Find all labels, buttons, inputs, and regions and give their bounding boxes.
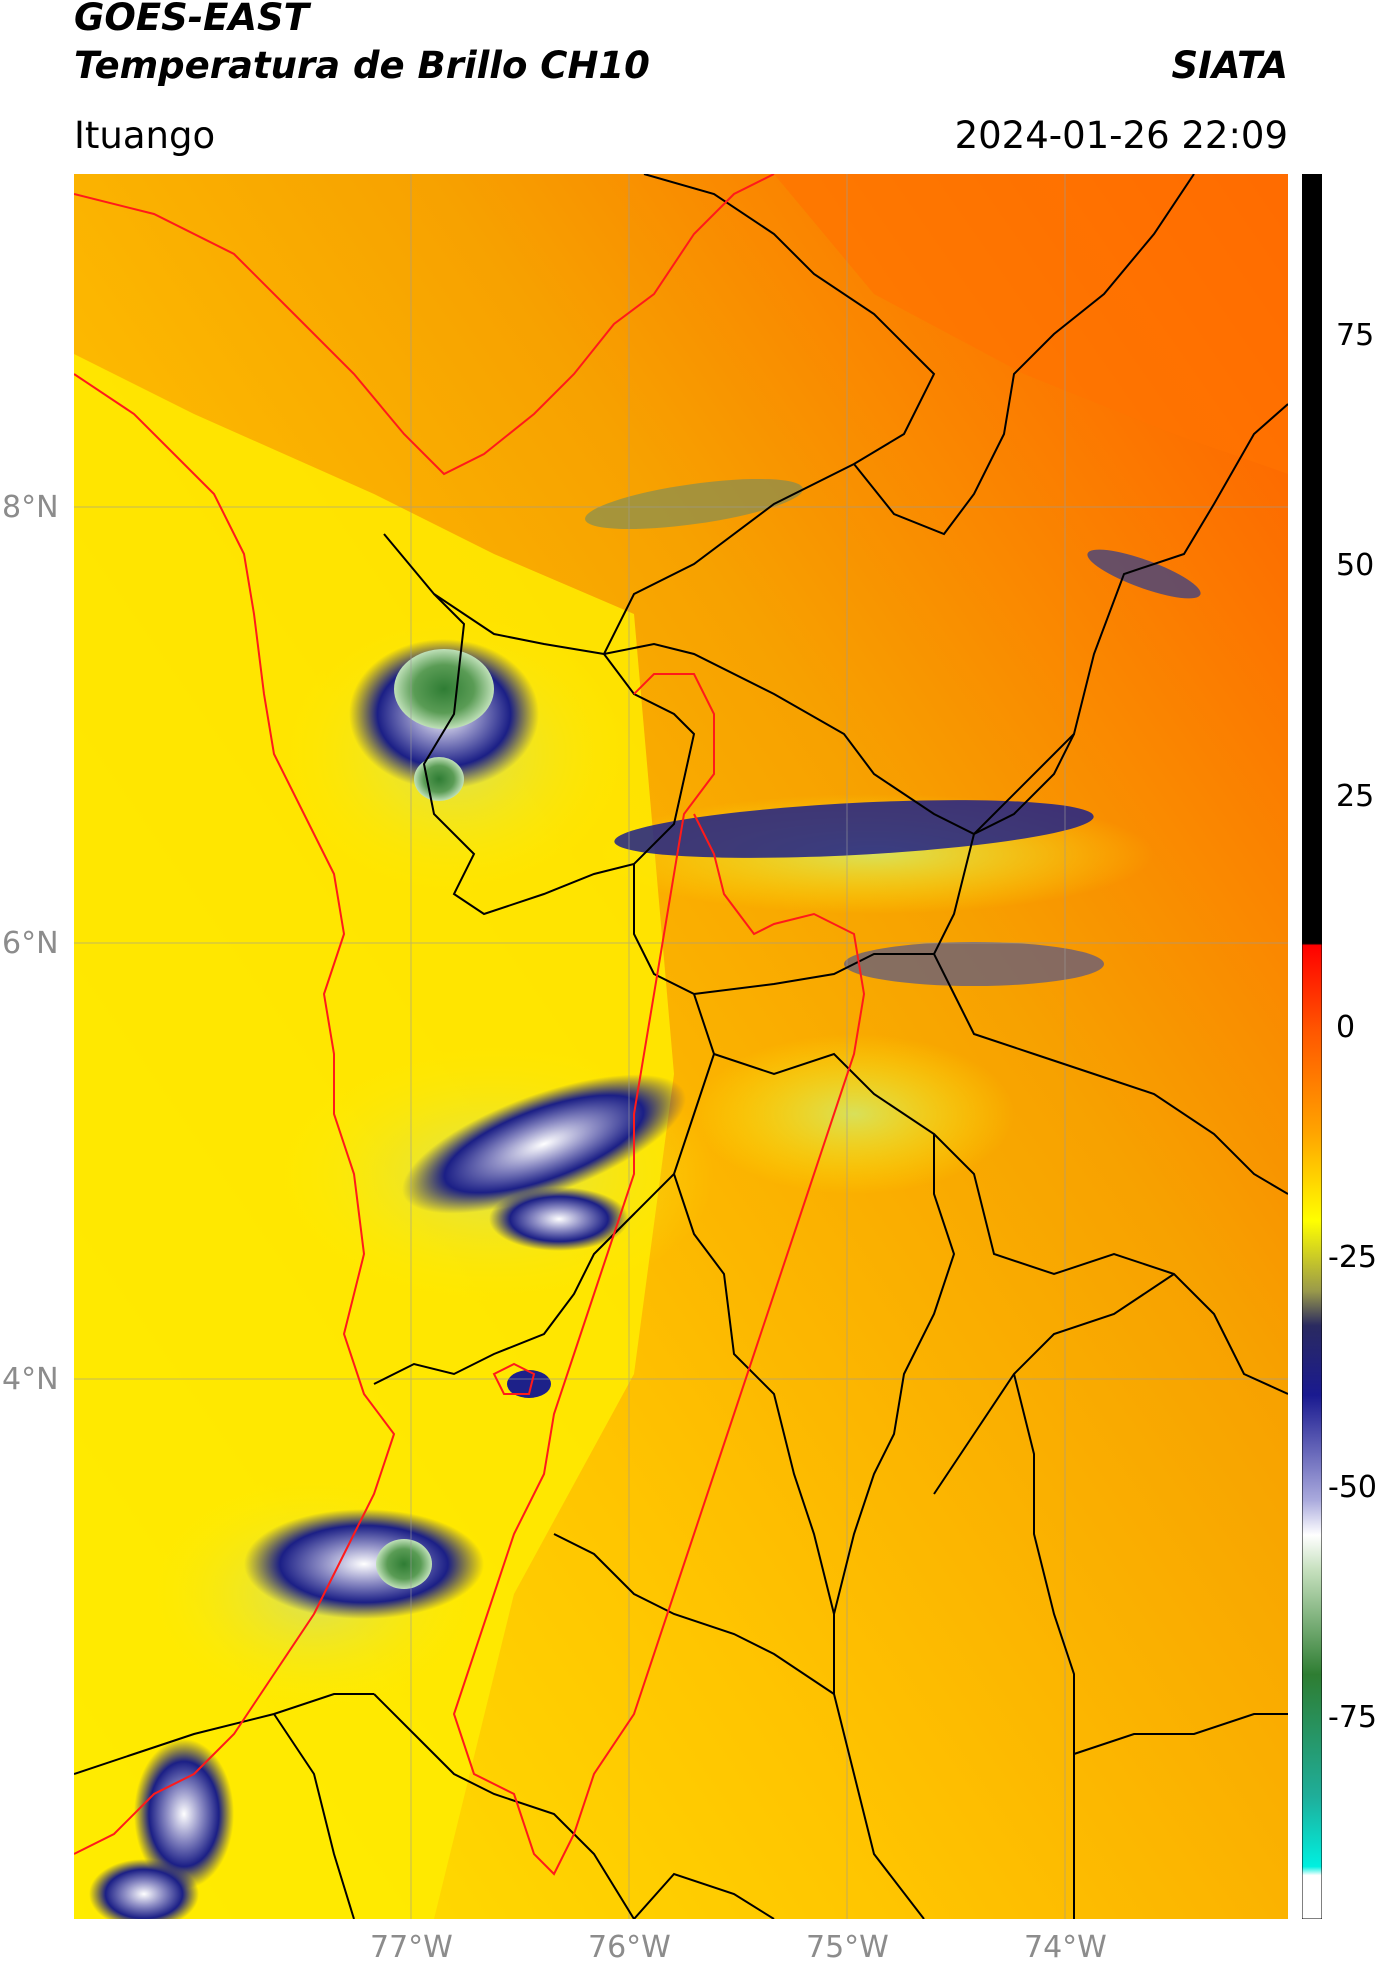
department-borders: [74, 174, 1288, 1919]
cloud-cell: [507, 1370, 551, 1398]
cloud-core: [414, 757, 464, 801]
colorbar: [1302, 174, 1322, 1919]
cloud-cell: [134, 1739, 234, 1889]
colorbar-tick: -75: [1328, 1700, 1377, 1735]
brightness-temperature-map: [74, 174, 1288, 1919]
cloud-cell: [89, 1859, 199, 1919]
lon-label-76W: 76°W: [588, 1930, 671, 1965]
graticule: [74, 174, 1288, 1919]
lat-label-4N: 4°N: [2, 1362, 59, 1397]
colorbar-tick: 50: [1336, 548, 1375, 583]
lon-label-75W: 75°W: [806, 1930, 889, 1965]
colorbar-tick: 0: [1336, 1010, 1356, 1045]
colorbar-tick: -25: [1328, 1240, 1377, 1275]
cloud-cell: [489, 1187, 629, 1251]
lon-label-74W: 74°W: [1024, 1930, 1107, 1965]
region-label: Ituango: [74, 114, 216, 157]
cloud-core: [394, 649, 494, 729]
lat-label-8N: 8°N: [2, 490, 59, 525]
colorbar-tick: 75: [1336, 318, 1375, 353]
lat-label-6N: 6°N: [2, 926, 59, 961]
cloud-haze: [694, 1034, 1014, 1194]
timestamp: 2024-01-26 22:09: [954, 114, 1288, 157]
cloud-band: [585, 478, 803, 530]
cloud-core: [376, 1539, 432, 1589]
warm-zone-northeast: [774, 174, 1288, 474]
satellite-title: GOES-EAST: [74, 0, 309, 39]
colorbar-tick: -50: [1328, 1470, 1377, 1505]
lon-label-77W: 77°W: [370, 1930, 453, 1965]
cloud-band: [1087, 549, 1201, 599]
region-borders: [74, 174, 866, 1876]
organization-label: SIATA: [1171, 44, 1288, 87]
cloud-cell: [402, 1074, 686, 1214]
colorbar-tick: 25: [1336, 779, 1375, 814]
product-title: Temperatura de Brillo CH10: [74, 44, 650, 87]
cloud-band: [614, 800, 1094, 858]
cloud-cell: [244, 1509, 484, 1619]
